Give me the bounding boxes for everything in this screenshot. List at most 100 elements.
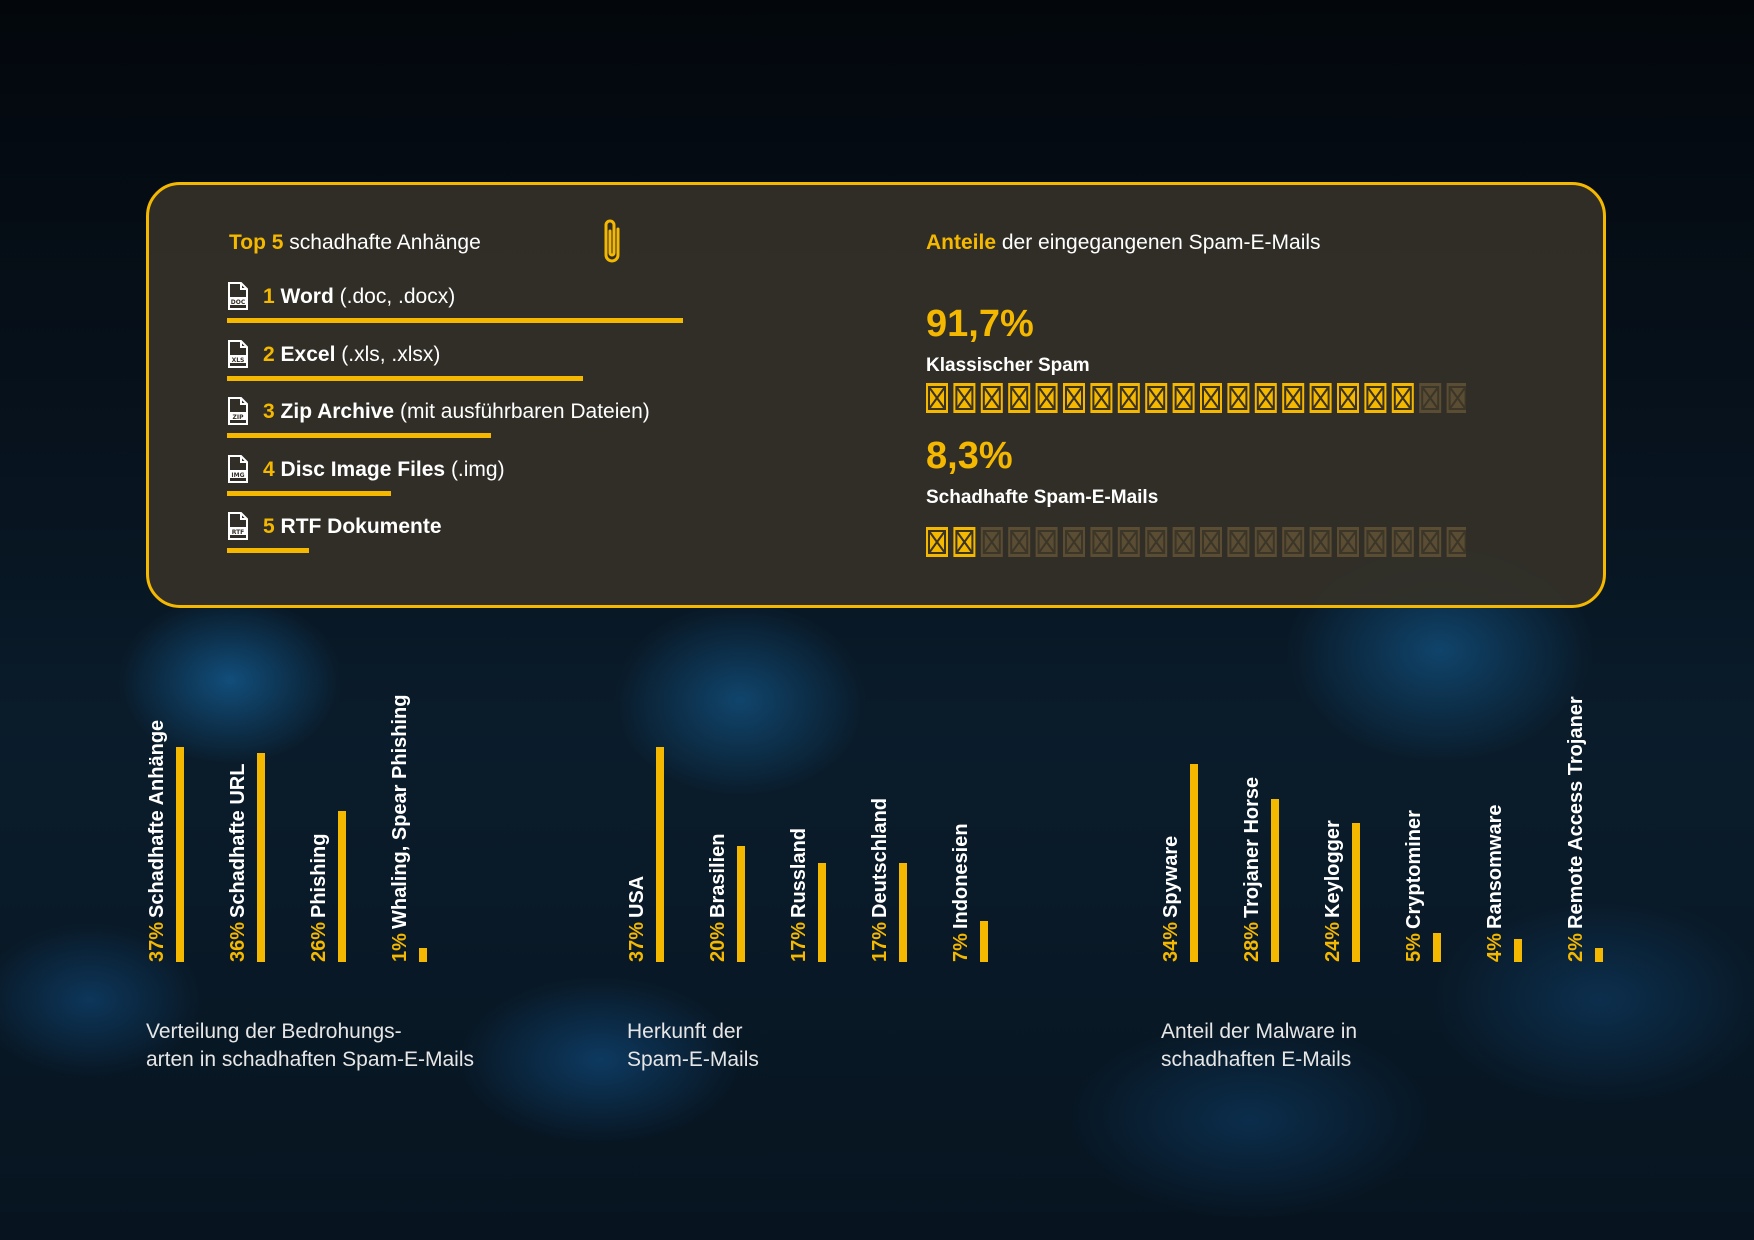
bar-category-label: Keylogger bbox=[1322, 820, 1344, 918]
file-icon: ZIP bbox=[228, 397, 248, 425]
envelope-icon-filled bbox=[1364, 383, 1387, 413]
bar bbox=[656, 747, 664, 962]
envelope-icon-empty bbox=[1254, 527, 1277, 557]
attachment-bar bbox=[227, 490, 392, 496]
envelope-icon-empty bbox=[1090, 527, 1113, 557]
envelope-icon-filled bbox=[1063, 383, 1085, 413]
shares-title: Anteile der eingegangenen Spam-E-Mails bbox=[926, 231, 1321, 254]
bar-category-label: Indonesien bbox=[950, 823, 972, 930]
malware-share-chart: 34% Spyware 28% Trojaner Horse 24% Keylogger 5… bbox=[1160, 650, 1620, 980]
classic-spam-label: Klassischer Spam bbox=[926, 355, 1090, 376]
bar-value-label: 7% bbox=[950, 933, 972, 962]
bar-label: 1% Whaling, Spear Phishing bbox=[389, 632, 411, 962]
bar-item: 20% Brasilien bbox=[707, 650, 767, 962]
envelope-icon-filled bbox=[1254, 383, 1277, 413]
envelope-icon-empty bbox=[1145, 527, 1168, 557]
bar-label: 37% USA bbox=[626, 632, 648, 962]
bar bbox=[899, 863, 907, 962]
envelope-icon-filled bbox=[1337, 383, 1359, 413]
bar-category-label: Trojaner Horse bbox=[1241, 776, 1263, 918]
envelope-icon-empty bbox=[980, 527, 1003, 557]
envelope-icon-filled bbox=[1200, 383, 1222, 413]
bar-value-label: 37% bbox=[626, 921, 648, 962]
envelope-icon-filled bbox=[953, 527, 976, 557]
envelope-icon-filled bbox=[926, 383, 948, 413]
attachment-text: 1 Word (.doc, .docx) bbox=[263, 285, 456, 308]
classic-spam-envelopes bbox=[926, 383, 1466, 413]
envelope-icon-filled bbox=[1391, 383, 1414, 413]
bar-label: 5% Cryptominer bbox=[1403, 632, 1425, 962]
bar-category-label: Remote Access Trojaner bbox=[1565, 696, 1587, 930]
envelope-icon-empty bbox=[1227, 527, 1250, 557]
bar-label: 17% Deutschland bbox=[869, 632, 891, 962]
file-icon: DOC bbox=[228, 282, 248, 310]
bar-item: 17% Deutschland bbox=[869, 650, 929, 962]
bar-value-label: 1% bbox=[389, 933, 411, 962]
bar-item: 7% Indonesien bbox=[950, 650, 1010, 962]
envelope-icon-filled bbox=[1309, 383, 1332, 413]
envelope-icon-empty bbox=[1117, 527, 1140, 557]
attachment-item: RTF 5 RTF Dokumente bbox=[227, 512, 687, 562]
bar-item: 24% Keylogger bbox=[1322, 650, 1382, 962]
envelope-icon-filled bbox=[953, 383, 976, 413]
malware-share-caption: Anteil der Malware in schadhaften E-Mail… bbox=[1161, 1020, 1358, 1071]
bar-item: 37% Schadhafte Anhänge bbox=[146, 650, 206, 962]
file-type-label: DOC bbox=[231, 299, 246, 306]
envelope-icon-empty bbox=[1419, 383, 1442, 413]
envelope-icon-empty bbox=[1364, 527, 1387, 557]
bar-item: 34% Spyware bbox=[1160, 650, 1220, 962]
bar-value-label: 17% bbox=[788, 921, 810, 962]
bar-item: 5% Cryptominer bbox=[1403, 650, 1463, 962]
bar bbox=[419, 948, 427, 962]
bar bbox=[1190, 764, 1198, 962]
bar bbox=[1271, 799, 1279, 962]
envelope-icon-empty bbox=[1309, 527, 1332, 557]
attachments-title: Top 5 schadhafte Anhänge bbox=[229, 231, 481, 254]
bar-value-label: 24% bbox=[1322, 921, 1344, 962]
bar bbox=[176, 747, 184, 962]
bar-item: 37% USA bbox=[626, 650, 686, 962]
bar-category-label: Cryptominer bbox=[1403, 810, 1425, 930]
bar-category-label: Deutschland bbox=[869, 797, 891, 918]
bar-value-label: 2% bbox=[1565, 933, 1587, 962]
bar bbox=[257, 752, 265, 962]
bar-category-label: USA bbox=[626, 875, 648, 918]
bar-category-label: Spyware bbox=[1160, 835, 1182, 918]
bar bbox=[1514, 938, 1522, 962]
bar-category-label: Schadhafte URL bbox=[227, 763, 249, 918]
envelope-icon-empty bbox=[1446, 527, 1466, 557]
envelope-icon-empty bbox=[1391, 527, 1414, 557]
envelope-icon-empty bbox=[1200, 527, 1222, 557]
envelope-icon-filled bbox=[1035, 383, 1058, 413]
attachment-bar bbox=[227, 433, 492, 438]
envelope-icon-filled bbox=[1282, 383, 1305, 413]
spam-origin-caption: Herkunft der Spam-E-Mails bbox=[627, 1020, 759, 1071]
malicious-spam-percent: 8,3% bbox=[926, 435, 1013, 477]
attachment-bar bbox=[227, 375, 583, 381]
bar-label: 4% Ransomware bbox=[1484, 632, 1506, 962]
bar-label: 2% Remote Access Trojaner bbox=[1565, 632, 1587, 962]
threat-types-chart: 37% Schadhafte Anhänge 36% Schadhafte URL 26… bbox=[146, 650, 476, 980]
bar-value-label: 4% bbox=[1484, 933, 1506, 962]
bar-label: 7% Indonesien bbox=[950, 632, 972, 962]
bar bbox=[980, 921, 988, 962]
paperclip-icon bbox=[604, 219, 620, 263]
envelope-icon-filled bbox=[980, 383, 1003, 413]
classic-spam-percent: 91,7% bbox=[926, 303, 1034, 345]
bar-item: 28% Trojaner Horse bbox=[1241, 650, 1301, 962]
bar-label: 26% Phishing bbox=[308, 632, 330, 962]
bar-label: 34% Spyware bbox=[1160, 632, 1182, 962]
malicious-spam-envelopes bbox=[926, 527, 1466, 557]
bar-category-label: Whaling, Spear Phishing bbox=[389, 694, 411, 930]
bar bbox=[1352, 822, 1360, 962]
envelope-icon-empty bbox=[1419, 527, 1442, 557]
bar-value-label: 17% bbox=[869, 921, 891, 962]
malicious-spam-label: Schadhafte Spam-E-Mails bbox=[926, 487, 1159, 508]
envelope-icon-filled bbox=[1008, 383, 1031, 413]
file-icon: RTF bbox=[228, 512, 248, 540]
attachment-text: 3 Zip Archive (mit ausführbaren Dateien) bbox=[263, 400, 650, 423]
threat-types-caption: Verteilung der Bedrohungs- arten in scha… bbox=[146, 1020, 474, 1071]
bar-value-label: 20% bbox=[707, 921, 729, 962]
bar-item: 2% Remote Access Trojaner bbox=[1565, 650, 1625, 962]
bar-category-label: Russland bbox=[788, 827, 810, 918]
